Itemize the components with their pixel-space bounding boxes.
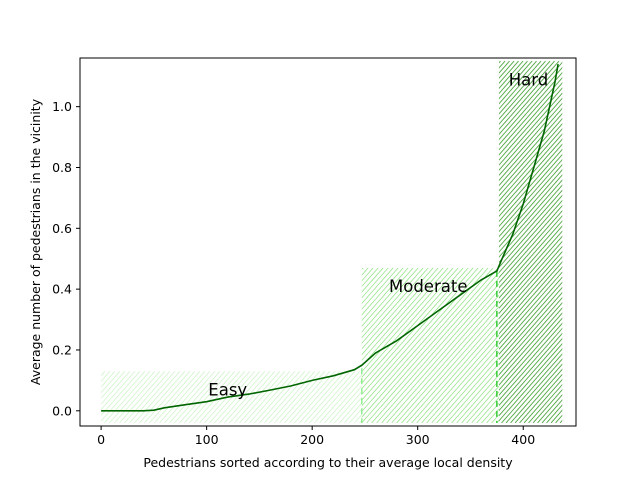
y-axis-label: Average number of pedestrians in the vic… — [28, 98, 43, 385]
y-tick-label: 0.0 — [52, 403, 72, 418]
series-line-1 — [101, 63, 559, 412]
y-axis: 0.0 0.2 0.4 0.6 0.8 1.0 — [52, 99, 80, 418]
region-hatch — [101, 371, 362, 423]
x-axis: 0 100 200 300 400 — [97, 426, 535, 447]
boundary-layer — [361, 270, 498, 423]
x-tick-label: 200 — [300, 432, 324, 447]
region-hard — [498, 61, 563, 423]
x-tick-label: 100 — [195, 432, 219, 447]
plot-frame — [79, 57, 577, 427]
x-tick-label: 0 — [97, 432, 105, 447]
y-tick-label: 0.6 — [52, 221, 72, 236]
region-labels: Easy Moderate Hard — [208, 70, 548, 399]
y-tick-label: 0.2 — [52, 342, 72, 357]
region-hatch — [361, 267, 499, 423]
region-easy — [101, 371, 362, 423]
x-axis-label: Pedestrians sorted according to their av… — [143, 455, 513, 470]
regions-layer — [101, 61, 563, 423]
y-tick-label: 1.0 — [52, 99, 72, 114]
x-tick-label: 300 — [406, 432, 430, 447]
region-label-easy: Easy — [208, 381, 247, 400]
y-tick-label: 0.4 — [52, 282, 72, 297]
y-tick-label: 0.8 — [52, 160, 72, 175]
x-tick-label: 400 — [511, 432, 535, 447]
region-label-hard: Hard — [509, 70, 549, 89]
region-hatch — [498, 61, 563, 423]
line-layer — [101, 63, 559, 412]
region-moderate — [361, 267, 499, 423]
region-label-moderate: Moderate — [389, 277, 467, 296]
